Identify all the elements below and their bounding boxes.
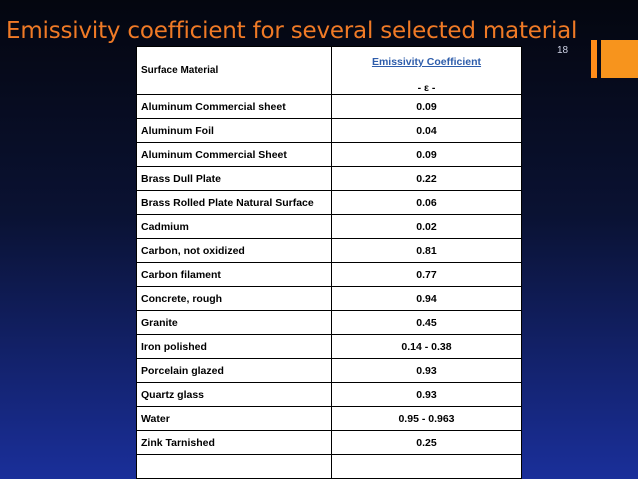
header-epsilon-symbol: - ε - bbox=[417, 82, 436, 94]
emissivity-value-cell: 0.77 bbox=[331, 262, 522, 287]
emissivity-value-cell: 0.09 bbox=[331, 94, 522, 119]
table-row: Brass Rolled Plate Natural Surface 0.06 bbox=[136, 190, 522, 215]
slide-title: Emissivity coefficient for several selec… bbox=[6, 18, 578, 44]
emissivity-value-cell: 0.22 bbox=[331, 166, 522, 191]
material-cell: Aluminum Foil bbox=[136, 118, 332, 143]
emissivity-table: Surface Material Emissivity Coefficient … bbox=[136, 46, 522, 479]
material-cell: Carbon, not oxidized bbox=[136, 238, 332, 263]
material-cell: Brass Dull Plate bbox=[136, 166, 332, 191]
slide-number: 18 bbox=[557, 45, 569, 56]
material-cell: Iron polished bbox=[136, 334, 332, 359]
emissivity-value-cell: 0.95 - 0.963 bbox=[331, 406, 522, 431]
table-row: Aluminum Foil 0.04 bbox=[136, 118, 522, 143]
material-cell: Aluminum Commercial Sheet bbox=[136, 142, 332, 167]
emissivity-value-cell: 0.81 bbox=[331, 238, 522, 263]
header-coefficient-label: Emissivity Coefficient bbox=[371, 56, 482, 68]
emissivity-value-cell: 0.93 bbox=[331, 358, 522, 383]
material-cell bbox=[136, 454, 332, 479]
table-row: Cadmium 0.02 bbox=[136, 214, 522, 239]
table-row: Porcelain glazed 0.93 bbox=[136, 358, 522, 383]
accent-bar-right bbox=[601, 40, 638, 78]
table-row: Carbon filament 0.77 bbox=[136, 262, 522, 287]
emissivity-value-cell bbox=[331, 454, 522, 479]
material-cell: Carbon filament bbox=[136, 262, 332, 287]
table-row: Zink Tarnished 0.25 bbox=[136, 430, 522, 455]
emissivity-value-cell: 0.14 - 0.38 bbox=[331, 334, 522, 359]
emissivity-value-cell: 0.04 bbox=[331, 118, 522, 143]
table-row: Iron polished 0.14 - 0.38 bbox=[136, 334, 522, 359]
material-cell: Brass Rolled Plate Natural Surface bbox=[136, 190, 332, 215]
material-cell: Water bbox=[136, 406, 332, 431]
header-emissivity-coefficient: Emissivity Coefficient - ε - bbox=[331, 46, 522, 95]
header-surface-material: Surface Material bbox=[136, 46, 332, 95]
table-row: Carbon, not oxidized 0.81 bbox=[136, 238, 522, 263]
table-row: Aluminum Commercial Sheet 0.09 bbox=[136, 142, 522, 167]
table-row: Granite 0.45 bbox=[136, 310, 522, 335]
table-row: Brass Dull Plate 0.22 bbox=[136, 166, 522, 191]
table-row: Quartz glass 0.93 bbox=[136, 382, 522, 407]
emissivity-value-cell: 0.93 bbox=[331, 382, 522, 407]
emissivity-value-cell: 0.45 bbox=[331, 310, 522, 335]
emissivity-value-cell: 0.02 bbox=[331, 214, 522, 239]
table-row: Water 0.95 - 0.963 bbox=[136, 406, 522, 431]
material-cell: Concrete, rough bbox=[136, 286, 332, 311]
emissivity-value-cell: 0.09 bbox=[331, 142, 522, 167]
table-header-row: Surface Material Emissivity Coefficient … bbox=[136, 46, 522, 95]
material-cell: Granite bbox=[136, 310, 332, 335]
table-row: Concrete, rough 0.94 bbox=[136, 286, 522, 311]
table-row: Aluminum Commercial sheet 0.09 bbox=[136, 94, 522, 119]
emissivity-value-cell: 0.94 bbox=[331, 286, 522, 311]
material-cell: Cadmium bbox=[136, 214, 332, 239]
emissivity-value-cell: 0.25 bbox=[331, 430, 522, 455]
accent-bar-left bbox=[591, 40, 597, 78]
material-cell: Zink Tarnished bbox=[136, 430, 332, 455]
emissivity-value-cell: 0.06 bbox=[331, 190, 522, 215]
material-cell: Porcelain glazed bbox=[136, 358, 332, 383]
material-cell: Quartz glass bbox=[136, 382, 332, 407]
material-cell: Aluminum Commercial sheet bbox=[136, 94, 332, 119]
table-row bbox=[136, 454, 522, 479]
